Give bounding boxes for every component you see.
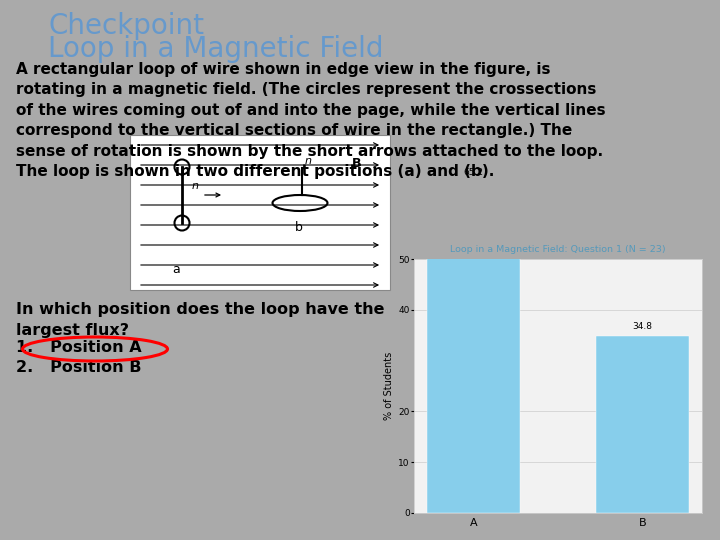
Title: Loop in a Magnetic Field: Question 1 (N = 23): Loop in a Magnetic Field: Question 1 (N … [450,245,666,254]
Text: b: b [295,221,303,234]
Text: B: B [352,157,361,170]
Y-axis label: % of Students: % of Students [384,352,394,420]
Bar [427,182,520,513]
Text: Loop in a Magnetic Field: Loop in a Magnetic Field [48,35,384,63]
Text: 1.   Position A: 1. Position A [16,340,142,355]
Text: Checkpoint: Checkpoint [48,12,204,40]
Text: n: n [192,181,199,191]
Text: n: n [305,156,312,166]
Text: In which position does the loop have the
largest flux?: In which position does the loop have the… [16,302,384,338]
Text: A rectangular loop of wire shown in edge view in the figure, is
rotating in a ma: A rectangular loop of wire shown in edge… [16,62,606,179]
Text: 65.2: 65.2 [464,168,484,177]
Bar [596,336,689,513]
Text: 2.   Position B: 2. Position B [16,360,142,375]
Text: 34.8: 34.8 [632,322,652,331]
Bar [130,135,390,290]
Text: a: a [172,263,180,276]
